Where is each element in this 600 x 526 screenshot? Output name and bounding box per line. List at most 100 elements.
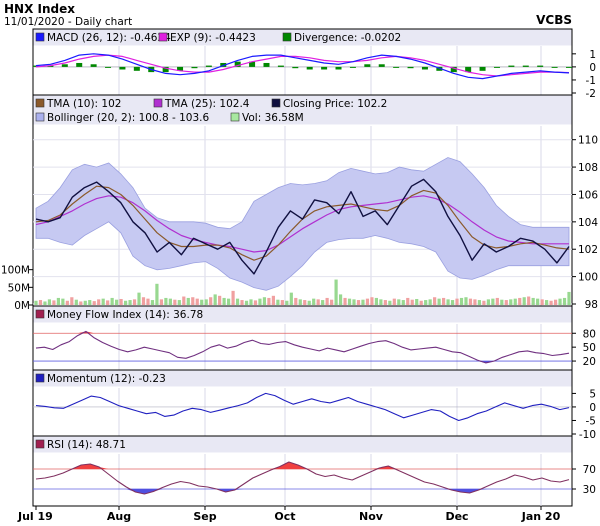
divergence-bar: [234, 61, 241, 67]
y-tick-label: 5: [589, 388, 596, 400]
volume-bar: [504, 300, 508, 305]
volume-bar: [437, 298, 441, 305]
volume-bar: [379, 299, 383, 305]
volume-bar: [545, 300, 549, 305]
volume-bar: [222, 297, 226, 305]
x-tick-label: Oct: [274, 510, 295, 523]
volume-bar: [240, 300, 244, 305]
volume-bar: [527, 296, 531, 305]
divergence-bar: [177, 66, 184, 71]
volume-bar: [213, 294, 217, 305]
volume-bar: [34, 300, 38, 305]
divergence-bar: [277, 65, 284, 67]
volume-bar: [410, 299, 414, 305]
volume-bar: [65, 300, 69, 305]
x-tick-label: Jul 19: [17, 510, 53, 523]
divergence-bar: [47, 65, 54, 67]
volume-bar: [244, 300, 249, 305]
volume-bar: [280, 300, 284, 305]
volume-bar: [553, 299, 558, 305]
y-tick-label: 50: [583, 342, 596, 354]
legend-label: RSI (14): 48.71: [47, 439, 126, 451]
momentum-panel: Momentum (12): -0.23 5 0-5 -10: [32, 369, 596, 441]
volume-bar: [155, 283, 159, 305]
divergence-bar: [205, 65, 212, 67]
volume-tick-label: 50M: [8, 282, 30, 294]
legend-swatch: [35, 32, 45, 42]
divergence-bar: [105, 66, 112, 68]
divergence-bar: [263, 62, 270, 67]
volume-bar: [347, 298, 352, 305]
volume-bar: [106, 300, 110, 305]
legend-label: Divergence: -0.0202: [294, 32, 401, 44]
volume-bar: [383, 300, 387, 305]
y-tick-label: -10: [579, 429, 596, 441]
volume-bar: [374, 297, 379, 305]
volume-bar: [110, 297, 114, 305]
volume-bar: [83, 300, 87, 305]
y-tick-label: 104: [578, 217, 598, 229]
volume-bar: [267, 297, 271, 305]
volume-bar: [562, 297, 567, 305]
oversold-fill: [36, 489, 569, 494]
y-tick-label: 110: [578, 135, 598, 147]
volume-bar: [47, 299, 52, 305]
volume-bar: [164, 297, 168, 305]
volume-bar: [419, 300, 423, 305]
y-tick-label: 102: [578, 244, 598, 256]
volume-bar: [285, 300, 289, 305]
y-tick-label: -2: [586, 88, 596, 100]
volume-bar: [294, 297, 298, 305]
y-tick-label: 1: [589, 49, 596, 61]
divergence-bar: [33, 65, 39, 67]
y-tick-label: 80: [583, 328, 596, 340]
volume-bar: [253, 300, 258, 305]
volume-bar: [361, 299, 365, 305]
volume-bar: [522, 297, 526, 305]
divergence-bar: [119, 66, 126, 70]
divergence-bar: [249, 61, 256, 67]
volume-bar: [558, 298, 562, 305]
brand-label: VCBS: [536, 13, 572, 27]
volume-bar: [177, 300, 181, 305]
volume-bar: [119, 298, 123, 305]
volume-bar: [450, 300, 455, 305]
volume-bar: [401, 300, 405, 305]
volume-bar: [477, 300, 482, 305]
legend-label: Vol: 36.58M: [242, 112, 304, 124]
volume-bar: [209, 297, 213, 305]
divergence-bar: [436, 66, 443, 71]
legend-band: [33, 306, 572, 323]
volume-bar: [356, 300, 361, 305]
volume-bar: [115, 299, 119, 305]
divergence-bar: [465, 66, 472, 73]
volume-bar: [424, 300, 428, 305]
divergence-bar: [493, 66, 500, 68]
volume-bar: [325, 297, 329, 305]
volume-bar: [312, 298, 316, 305]
volume-bar: [132, 299, 137, 305]
y-tick-label: 0: [589, 402, 596, 414]
volume-bar: [235, 298, 240, 305]
volume-bar: [415, 298, 419, 305]
volume-bar: [298, 299, 302, 305]
volume-bar: [276, 299, 280, 305]
volume-bar: [428, 299, 432, 305]
volume-bar: [97, 299, 101, 305]
legend-swatch: [35, 112, 45, 122]
volume-bar: [191, 297, 195, 305]
volume-bar: [123, 300, 128, 305]
y-tick-label: 98: [585, 299, 598, 311]
legend-label: Closing Price: 102.2: [283, 98, 387, 110]
divergence-bar: [133, 66, 140, 71]
volume-bar: [397, 299, 401, 305]
volume-bar: [88, 300, 92, 305]
volume-bar: [500, 299, 504, 305]
volume-bar: [61, 298, 65, 305]
volume-bar: [549, 300, 553, 305]
overbought-fill: [36, 331, 569, 334]
volume-bar: [303, 300, 307, 305]
volume-bar: [491, 298, 495, 305]
volume-bar: [231, 290, 235, 305]
y-tick-label: 30: [583, 484, 596, 496]
